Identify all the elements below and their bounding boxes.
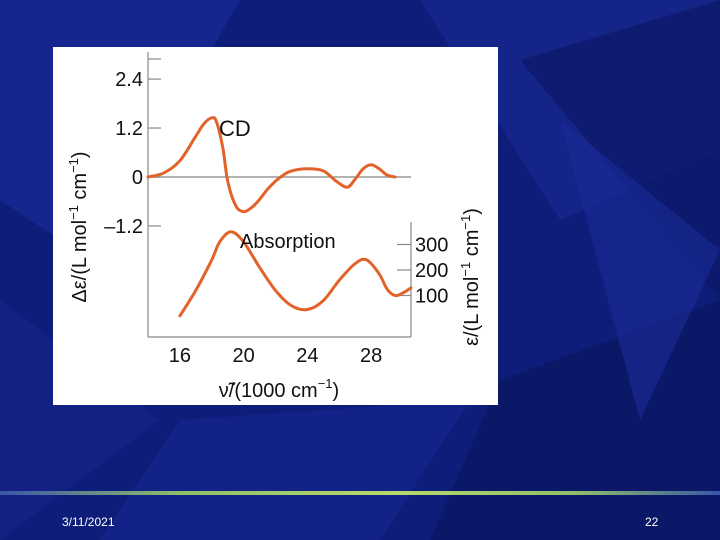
left-tick-label: 2.4 (115, 69, 143, 91)
x-tick-label: 16 (169, 345, 191, 367)
right-axis-title: ε/(L mol−1 cm−1) (458, 208, 483, 346)
series-label-absorption: Absorption (240, 231, 336, 253)
chart-image-panel: 2.4 1.2 0 –1.2 300 200 100 16 20 24 28 CD Absorp… (53, 47, 498, 405)
cd-absorption-chart: 2.4 1.2 0 –1.2 300 200 100 16 20 24 28 CD Absorp… (66, 52, 483, 402)
series-label-cd: CD (219, 116, 251, 141)
right-tick-label: 200 (415, 260, 448, 282)
footer-accent-line (0, 491, 720, 495)
left-tick-label: –1.2 (104, 216, 143, 238)
x-axis-ticks: 16 20 24 28 (169, 345, 383, 367)
right-tick-label: 300 (415, 235, 448, 257)
slide-number: 22 (645, 515, 659, 529)
footer-date: 3/11/2021 (62, 515, 115, 529)
x-tick-label: 24 (296, 345, 318, 367)
right-axis-ticks: 300 200 100 (397, 235, 448, 308)
left-axis-title: Δε/(L mol−1 cm−1) (66, 151, 91, 302)
series-line-cd (146, 116, 397, 214)
left-tick-label: 0 (132, 167, 143, 189)
left-axis-ticks: 2.4 1.2 0 –1.2 (104, 58, 161, 238)
x-axis-title: ν̃/(1000 cm−1) (219, 376, 339, 402)
right-tick-label: 100 (415, 286, 448, 308)
x-tick-label: 28 (360, 345, 382, 367)
x-tick-label: 20 (233, 345, 255, 367)
series-line-absorption (178, 230, 413, 318)
left-tick-label: 1.2 (115, 118, 143, 140)
